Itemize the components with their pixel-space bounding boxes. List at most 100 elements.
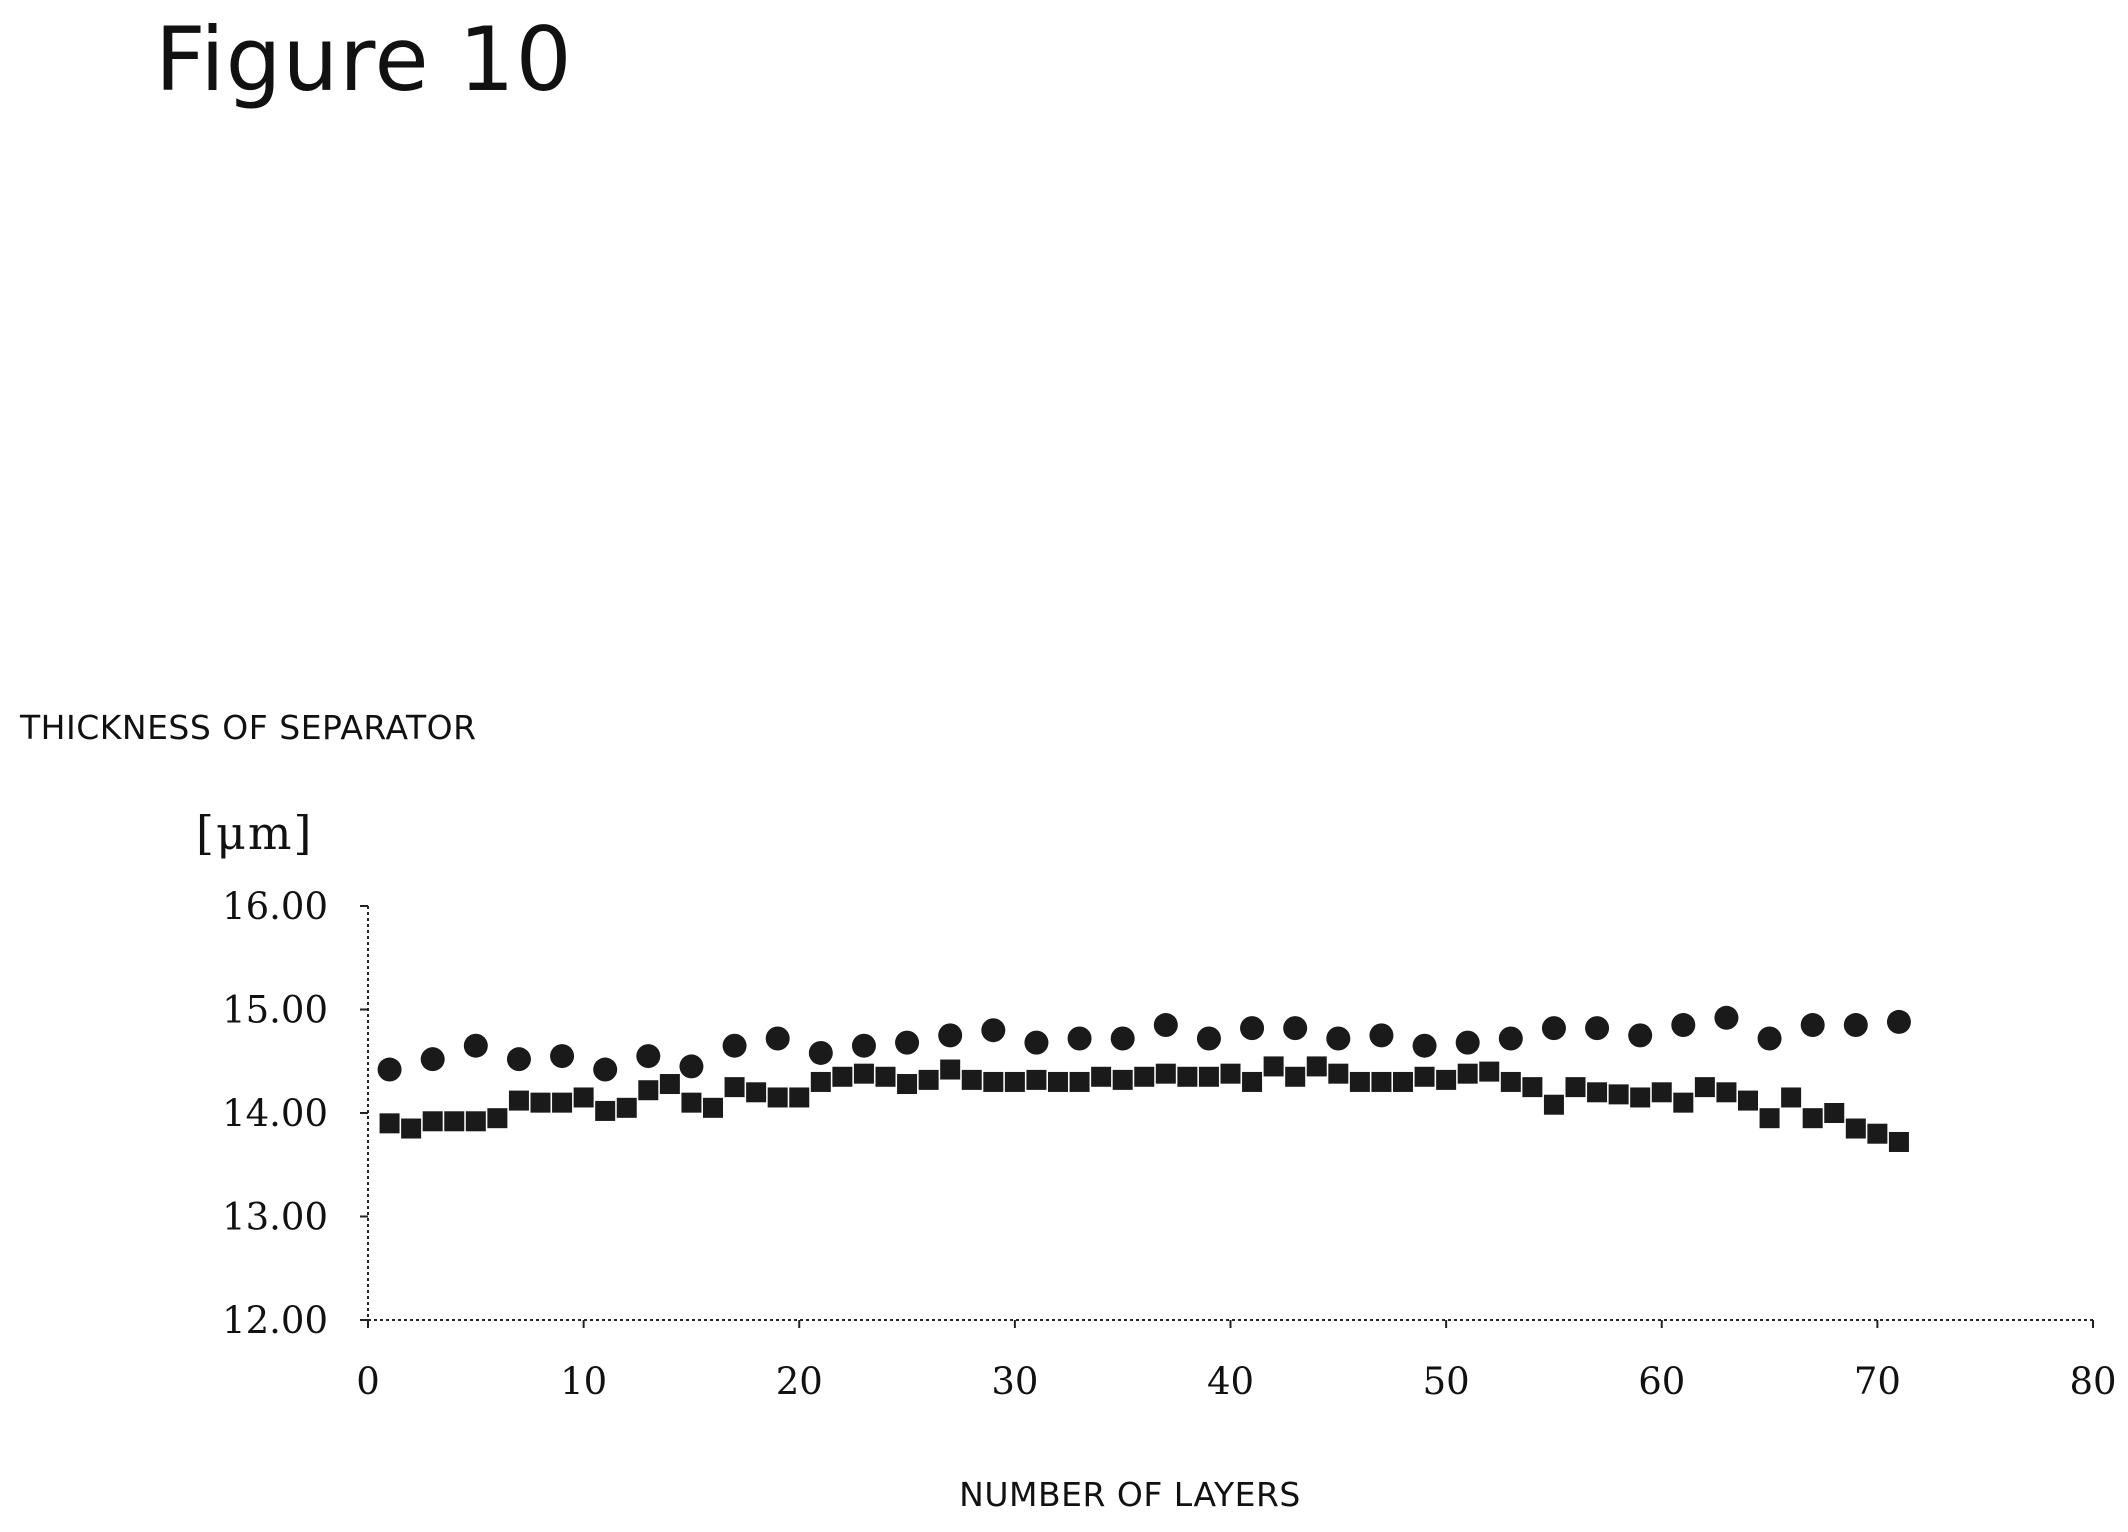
data-point-square: [940, 1059, 961, 1080]
data-point-square: [659, 1074, 680, 1095]
data-point-square: [918, 1069, 939, 1090]
x-tick-label: 70: [1854, 1360, 1901, 1403]
data-point-circle: [1196, 1026, 1221, 1051]
data-point-square: [508, 1090, 529, 1111]
data-point-circle: [938, 1023, 963, 1048]
y-tick-label: 12.00: [222, 1299, 328, 1342]
data-point-square: [1177, 1066, 1198, 1087]
data-point-square: [1608, 1084, 1629, 1105]
data-marks: [377, 1005, 1911, 1152]
data-point-square: [1694, 1077, 1715, 1098]
data-point-circle: [377, 1057, 402, 1082]
data-point-circle: [420, 1047, 445, 1072]
data-point-square: [1263, 1056, 1284, 1077]
data-point-square: [1155, 1063, 1176, 1084]
data-point-circle: [895, 1030, 920, 1055]
data-point-square: [1393, 1071, 1413, 1092]
x-axis-title: NUMBER OF LAYERS: [959, 1475, 1301, 1514]
data-point-square: [1716, 1082, 1737, 1103]
data-point-square: [1198, 1066, 1219, 1087]
x-tick-label: 10: [560, 1360, 607, 1403]
data-point-circle: [1326, 1026, 1351, 1051]
data-point-square: [1565, 1077, 1586, 1098]
data-point-circle: [679, 1054, 704, 1079]
data-point-square: [1543, 1094, 1564, 1115]
data-point-square: [983, 1071, 1004, 1092]
x-tick-label: 80: [2069, 1360, 2116, 1403]
data-point-square: [1651, 1082, 1672, 1103]
data-point-circle: [1757, 1026, 1782, 1051]
data-point-square: [1867, 1123, 1888, 1144]
data-point-square: [1004, 1071, 1025, 1092]
data-point-square: [1220, 1063, 1241, 1084]
x-tick-label: 0: [356, 1360, 380, 1403]
x-tick-label: 60: [1638, 1360, 1685, 1403]
data-point-square: [746, 1082, 767, 1103]
data-point-square: [1457, 1063, 1478, 1084]
data-point-square: [638, 1080, 659, 1101]
data-point-circle: [1886, 1009, 1911, 1034]
data-point-circle: [1714, 1005, 1739, 1030]
data-point-circle: [808, 1040, 833, 1065]
data-point-circle: [1671, 1013, 1696, 1038]
x-tick-label: 50: [1423, 1360, 1470, 1403]
data-point-circle: [550, 1044, 575, 1069]
data-point-square: [1112, 1069, 1133, 1090]
data-point-square: [1285, 1066, 1306, 1087]
data-point-circle: [1240, 1016, 1265, 1041]
data-point-circle: [1628, 1023, 1653, 1048]
x-tick-label: 30: [991, 1360, 1038, 1403]
data-point-square: [444, 1111, 465, 1132]
data-point-square: [1630, 1087, 1651, 1108]
y-tick-label: 15.00: [222, 989, 328, 1032]
data-point-square: [530, 1092, 551, 1113]
data-point-circle: [765, 1026, 790, 1051]
data-point-circle: [851, 1033, 876, 1058]
data-point-square: [1824, 1103, 1845, 1123]
series-0: [377, 1005, 1911, 1082]
data-point-circle: [593, 1057, 618, 1082]
data-point-square: [1349, 1071, 1370, 1092]
data-point-square: [379, 1113, 400, 1134]
data-point-square: [724, 1077, 745, 1098]
data-point-circle: [1541, 1016, 1566, 1041]
data-point-circle: [1153, 1013, 1178, 1038]
x-tick-label: 20: [776, 1360, 823, 1403]
data-point-square: [1479, 1061, 1500, 1082]
data-point-circle: [1024, 1030, 1049, 1055]
data-point-square: [1414, 1066, 1435, 1087]
data-point-square: [789, 1087, 810, 1108]
data-point-circle: [1283, 1016, 1308, 1041]
data-point-square: [1522, 1077, 1543, 1098]
data-point-square: [465, 1111, 486, 1132]
data-point-circle: [722, 1033, 747, 1058]
data-point-circle: [1412, 1033, 1437, 1058]
data-point-square: [1026, 1069, 1047, 1090]
data-point-circle: [1455, 1030, 1480, 1055]
data-point-square: [401, 1118, 422, 1139]
data-point-square: [1091, 1066, 1112, 1087]
data-point-square: [875, 1066, 896, 1087]
data-point-square: [1069, 1071, 1090, 1092]
data-point-square: [703, 1097, 723, 1118]
data-point-circle: [1498, 1026, 1523, 1051]
data-point-circle: [981, 1018, 1006, 1043]
data-point-square: [853, 1063, 874, 1084]
data-point-square: [1888, 1131, 1909, 1152]
data-point-square: [1306, 1056, 1327, 1077]
y-axis-unit: [μm]: [196, 806, 314, 860]
data-point-square: [595, 1100, 616, 1121]
data-point-square: [1328, 1063, 1349, 1084]
data-point-square: [1759, 1108, 1780, 1129]
data-point-square: [1673, 1092, 1694, 1113]
data-point-square: [1436, 1069, 1457, 1090]
y-axis-title: THICKNESS OF SEPARATOR: [20, 708, 477, 747]
y-tick-label: 13.00: [222, 1196, 328, 1239]
data-point-square: [832, 1066, 853, 1087]
data-point-square: [961, 1069, 982, 1090]
data-point-square: [573, 1087, 594, 1108]
data-point-square: [897, 1074, 918, 1095]
data-point-square: [487, 1108, 508, 1129]
x-tick-label: 40: [1207, 1360, 1254, 1403]
data-point-square: [552, 1092, 573, 1113]
